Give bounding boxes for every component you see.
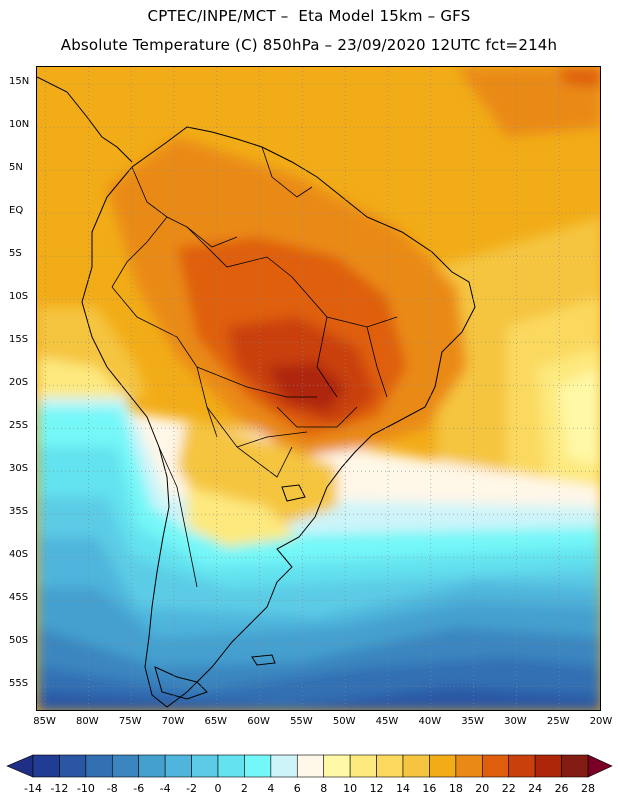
lon-tick-label: 55W	[290, 716, 313, 727]
colorbar-tick-label: 8	[320, 782, 328, 795]
lat-tick-label: 25S	[9, 420, 29, 432]
lon-tick-label: 65W	[204, 716, 228, 727]
colorbar-tick-label: 24	[528, 782, 543, 795]
lon-tick-label: 20W	[589, 716, 613, 727]
colorbar-tick-label: 4	[267, 782, 275, 795]
colorbar-tick-label: 6	[293, 782, 301, 795]
colorbar-swatch	[402, 754, 430, 778]
colorbar-swatch	[481, 754, 510, 778]
lon-tick-label: 50W	[332, 716, 356, 727]
colorbar-tick-label: -6	[133, 782, 145, 795]
colorbar-tick-label: -14	[24, 782, 42, 795]
lat-tick-label: 5S	[9, 248, 22, 260]
colorbar-tick-label: 14	[396, 782, 410, 795]
temperature-field	[37, 67, 600, 710]
lon-tick-label: 60W	[247, 716, 270, 727]
colorbar-swatch	[85, 754, 113, 778]
lon-tick-label: 35W	[461, 716, 484, 727]
colorbar-arrow-low	[6, 754, 34, 778]
colorbar-tick-label: 18	[448, 782, 463, 795]
temperature-map	[36, 66, 601, 711]
colorbar-tick-label: 10	[343, 782, 358, 795]
colorbar-arrow-high	[587, 754, 613, 778]
lat-tick-label: 55S	[9, 678, 29, 690]
colorbar-tick-label: 20	[475, 782, 490, 795]
lon-tick-label: 45W	[375, 716, 399, 727]
lat-tick-label: 50S	[9, 635, 29, 647]
colorbar-swatch	[217, 754, 245, 778]
colorbar-swatch	[508, 754, 536, 778]
chart-subtitle: Absolute Temperature (C) 850hPa – 23/09/…	[60, 36, 558, 54]
lon-tick-label: 25W	[546, 716, 570, 727]
colorbar-swatch	[429, 754, 457, 778]
coastline-lagoa	[281, 484, 306, 502]
field-band-20-north	[457, 67, 600, 137]
field-band-12-west	[37, 357, 127, 397]
colorbar-swatch	[455, 754, 483, 778]
colorbar-swatch	[138, 754, 166, 778]
colorbar-swatch	[32, 754, 60, 778]
colorbar-swatch	[270, 754, 298, 778]
lon-tick-label: 85W	[33, 716, 56, 727]
colorbar-tick-label: -10	[76, 782, 95, 795]
coastline-tierra-del-fuego	[154, 666, 208, 700]
colorbar-swatch	[111, 754, 140, 778]
colorbar-tick-label: 22	[501, 782, 516, 795]
colorbar-swatch	[561, 754, 589, 778]
colorbar-tick-label: -2	[186, 782, 198, 795]
colorbar-swatch	[244, 754, 272, 778]
lon-tick-label: 80W	[76, 716, 99, 727]
colorbar-tick-label: 16	[422, 782, 437, 795]
field-band-26-land	[267, 362, 347, 412]
colorbar-tick-label: 28	[581, 782, 595, 795]
colorbar-tick-label: -4	[159, 782, 171, 795]
field-band-m10	[37, 687, 600, 710]
lat-tick-label: 10S	[9, 291, 29, 303]
country-borders	[111, 146, 398, 588]
colorbar-swatch	[323, 754, 351, 778]
field-band-10-east	[557, 367, 600, 467]
lat-tick-label: 15N	[9, 76, 30, 88]
lat-tick-label: 20S	[9, 377, 29, 389]
colorbar-tick-label: -8	[106, 782, 118, 795]
colorbar-swatch	[296, 754, 325, 778]
colorbar-swatch	[191, 754, 219, 778]
lat-tick-label: 30S	[9, 463, 29, 475]
lon-tick-label: 30W	[504, 716, 527, 727]
colorbar-swatch	[376, 754, 404, 778]
lon-tick-label: 40W	[418, 716, 442, 727]
lat-tick-label: 5N	[9, 162, 23, 174]
colorbar-swatch	[534, 754, 562, 778]
lon-tick-label: 75W	[118, 716, 142, 727]
coastline-central-america	[37, 76, 133, 163]
coastline-falklands	[251, 654, 276, 666]
colorbar-tick-label: 2	[240, 782, 248, 795]
lat-tick-label: 35S	[9, 506, 29, 518]
map-canvas	[37, 67, 600, 710]
chart-title: CPTEC/INPE/MCT – Eta Model 15km – GFS	[147, 7, 471, 25]
coastlines	[37, 76, 476, 708]
lat-tick-label: 10N	[9, 119, 30, 131]
colorbar-tick-label: 12	[369, 782, 384, 795]
colorbar-swatch	[59, 754, 87, 778]
lat-tick-label: 45S	[9, 592, 29, 604]
lat-tick-label: 40S	[9, 549, 29, 561]
colorbar-tick-label: -12	[50, 782, 69, 795]
lat-tick-label: 15S	[9, 334, 29, 346]
colorbar-swatch	[349, 754, 377, 778]
field-band-22-ne	[557, 67, 600, 87]
colorbar-tick-label: 0	[214, 782, 222, 795]
coastline-south-america	[81, 126, 476, 708]
colorbar-swatch	[164, 754, 192, 778]
lon-tick-label: 70W	[161, 716, 185, 727]
lat-tick-label: EQ	[9, 205, 24, 217]
field-band-12-land-south	[187, 487, 297, 547]
colorbar-tick-label: 26	[554, 782, 569, 795]
